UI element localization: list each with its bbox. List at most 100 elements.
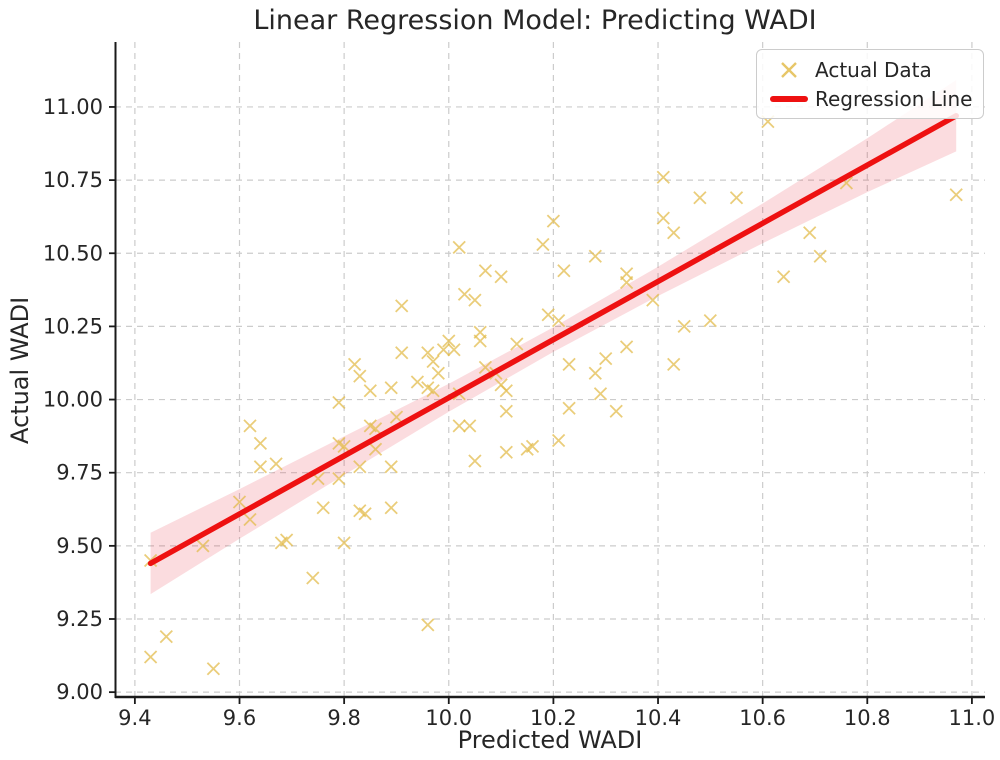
scatter-point xyxy=(551,433,566,448)
scatter-point xyxy=(332,395,346,410)
x-tick-label: 9.8 xyxy=(327,706,360,730)
scatter-point xyxy=(703,313,717,328)
scatter-point xyxy=(599,351,613,366)
scatter-point xyxy=(337,439,351,454)
scatter-point xyxy=(426,354,440,369)
y-tick-label: 9.25 xyxy=(56,607,103,631)
scatter-point xyxy=(269,457,283,471)
regression-line-icon xyxy=(763,88,815,110)
scatter-point xyxy=(243,512,257,527)
scatter-point xyxy=(803,226,817,240)
legend-line-glyph xyxy=(770,95,808,102)
scatter-point xyxy=(541,308,555,322)
scatter-point xyxy=(499,445,513,459)
scatter-point xyxy=(667,226,681,240)
scatter-point xyxy=(368,422,383,436)
scatter-point xyxy=(551,313,566,328)
x-axis-label: Predicted WADI xyxy=(457,726,643,754)
scatter-point xyxy=(306,571,320,585)
scatter-point xyxy=(478,264,493,278)
legend-x-glyph xyxy=(781,61,797,78)
scatter-point xyxy=(562,401,576,415)
scatter-point xyxy=(729,191,744,205)
scatter-point xyxy=(619,275,634,290)
y-tick-label: 9.50 xyxy=(56,534,103,558)
x-tick-label: 9.4 xyxy=(118,706,151,730)
scatter-point xyxy=(557,264,571,278)
x-tick-label: 10.0 xyxy=(425,706,472,730)
scatter-point xyxy=(525,439,540,454)
scatter-point xyxy=(452,240,466,255)
scatter-point xyxy=(384,501,398,515)
scatter-point xyxy=(562,357,576,372)
scatter-point xyxy=(368,442,383,456)
scatter-point xyxy=(546,214,561,228)
scatter-point xyxy=(609,404,623,418)
scatter-point xyxy=(646,293,660,307)
scatter-point xyxy=(588,366,602,380)
scatter-point xyxy=(253,460,268,474)
x-tick-label: 10.6 xyxy=(739,706,786,730)
scatter-point xyxy=(159,629,173,644)
scatter-point xyxy=(656,170,670,184)
x-tick-label: 11.0 xyxy=(949,706,996,730)
scatter-point xyxy=(693,191,707,205)
chart-title: Linear Regression Model: Predicting WADI xyxy=(253,5,817,36)
scatter-point xyxy=(316,501,330,515)
scatter-point xyxy=(363,384,377,398)
y-axis-label: Actual WADI xyxy=(6,296,34,444)
scatter-point xyxy=(667,357,681,372)
y-tick-label: 10.50 xyxy=(43,241,103,265)
legend-label-actual: Actual Data xyxy=(815,57,932,82)
plot-svg: 9.4 9.6 9.8 10.0 10.2 10.4 10.6 10.8 11.0 9.00 9.2… xyxy=(43,42,995,730)
scatter-point xyxy=(358,507,372,521)
scatter-point xyxy=(510,337,524,351)
x-tick-label: 10.4 xyxy=(635,706,682,730)
scatter-point xyxy=(494,270,508,284)
x-tick-label: 10.2 xyxy=(530,706,577,730)
scatter-point xyxy=(143,650,158,664)
scatter-point xyxy=(232,495,247,509)
legend-label-regression: Regression Line xyxy=(815,86,973,111)
scatter-point xyxy=(457,287,472,301)
plot-area: 9.4 9.6 9.8 10.0 10.2 10.4 10.6 10.8 11.0 9.00 9.2… xyxy=(43,42,995,730)
scatter-point xyxy=(588,249,602,263)
y-tick-label: 10.75 xyxy=(43,168,103,192)
scatter-point xyxy=(656,211,670,225)
scatter-point xyxy=(395,299,409,313)
scatter-point xyxy=(436,343,451,357)
legend: Actual Data Regression Line xyxy=(756,49,984,119)
scatter-point xyxy=(473,334,487,348)
scatter-point xyxy=(478,360,493,375)
scatter-point xyxy=(776,270,791,284)
scatter-point xyxy=(468,293,482,307)
regression-line xyxy=(147,112,959,567)
scatter-point xyxy=(196,539,210,553)
scatter-point xyxy=(279,533,294,547)
scatter-point xyxy=(353,369,367,383)
scatter-point xyxy=(395,346,409,360)
scatter-point xyxy=(536,237,550,252)
scatter-point xyxy=(337,536,351,550)
scatter-point xyxy=(384,381,398,395)
scatter-point xyxy=(253,436,268,451)
scatter-point xyxy=(813,249,827,263)
scatter-point xyxy=(243,419,257,433)
scatter-point xyxy=(353,460,367,474)
scatter-point xyxy=(468,454,482,468)
scatter-point xyxy=(384,460,398,474)
scatter-point xyxy=(499,384,513,398)
scatter-point xyxy=(347,357,362,372)
legend-item-actual-data: Actual Data xyxy=(763,56,975,83)
scatter-point xyxy=(447,343,461,357)
scatter-point xyxy=(499,404,513,418)
x-tick-label: 9.6 xyxy=(223,706,256,730)
scatter-point xyxy=(677,319,691,334)
scatter-point xyxy=(452,419,466,433)
scatter-point xyxy=(442,334,456,348)
actual-data-marker-icon xyxy=(763,59,815,81)
scatter-point xyxy=(431,366,445,380)
y-tick-label: 10.00 xyxy=(43,388,103,412)
scatter-point xyxy=(332,471,346,486)
